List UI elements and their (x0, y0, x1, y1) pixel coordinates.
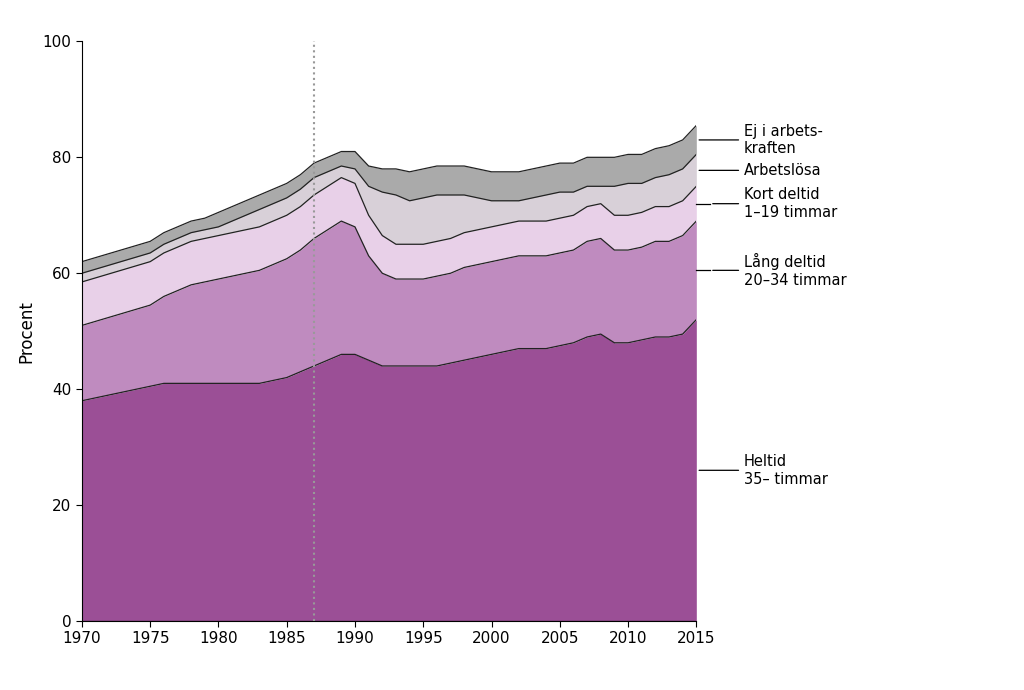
Text: Ej i arbets-
kraften: Ej i arbets- kraften (699, 124, 823, 156)
Text: Heltid
35– timmar: Heltid 35– timmar (699, 454, 828, 486)
Text: Lång deltid
20–34 timmar: Lång deltid 20–34 timmar (713, 253, 847, 288)
Text: Arbetslösa: Arbetslösa (699, 163, 821, 178)
Text: Kort deltid
1–19 timmar: Kort deltid 1–19 timmar (713, 188, 838, 220)
Y-axis label: Procent: Procent (17, 299, 36, 363)
